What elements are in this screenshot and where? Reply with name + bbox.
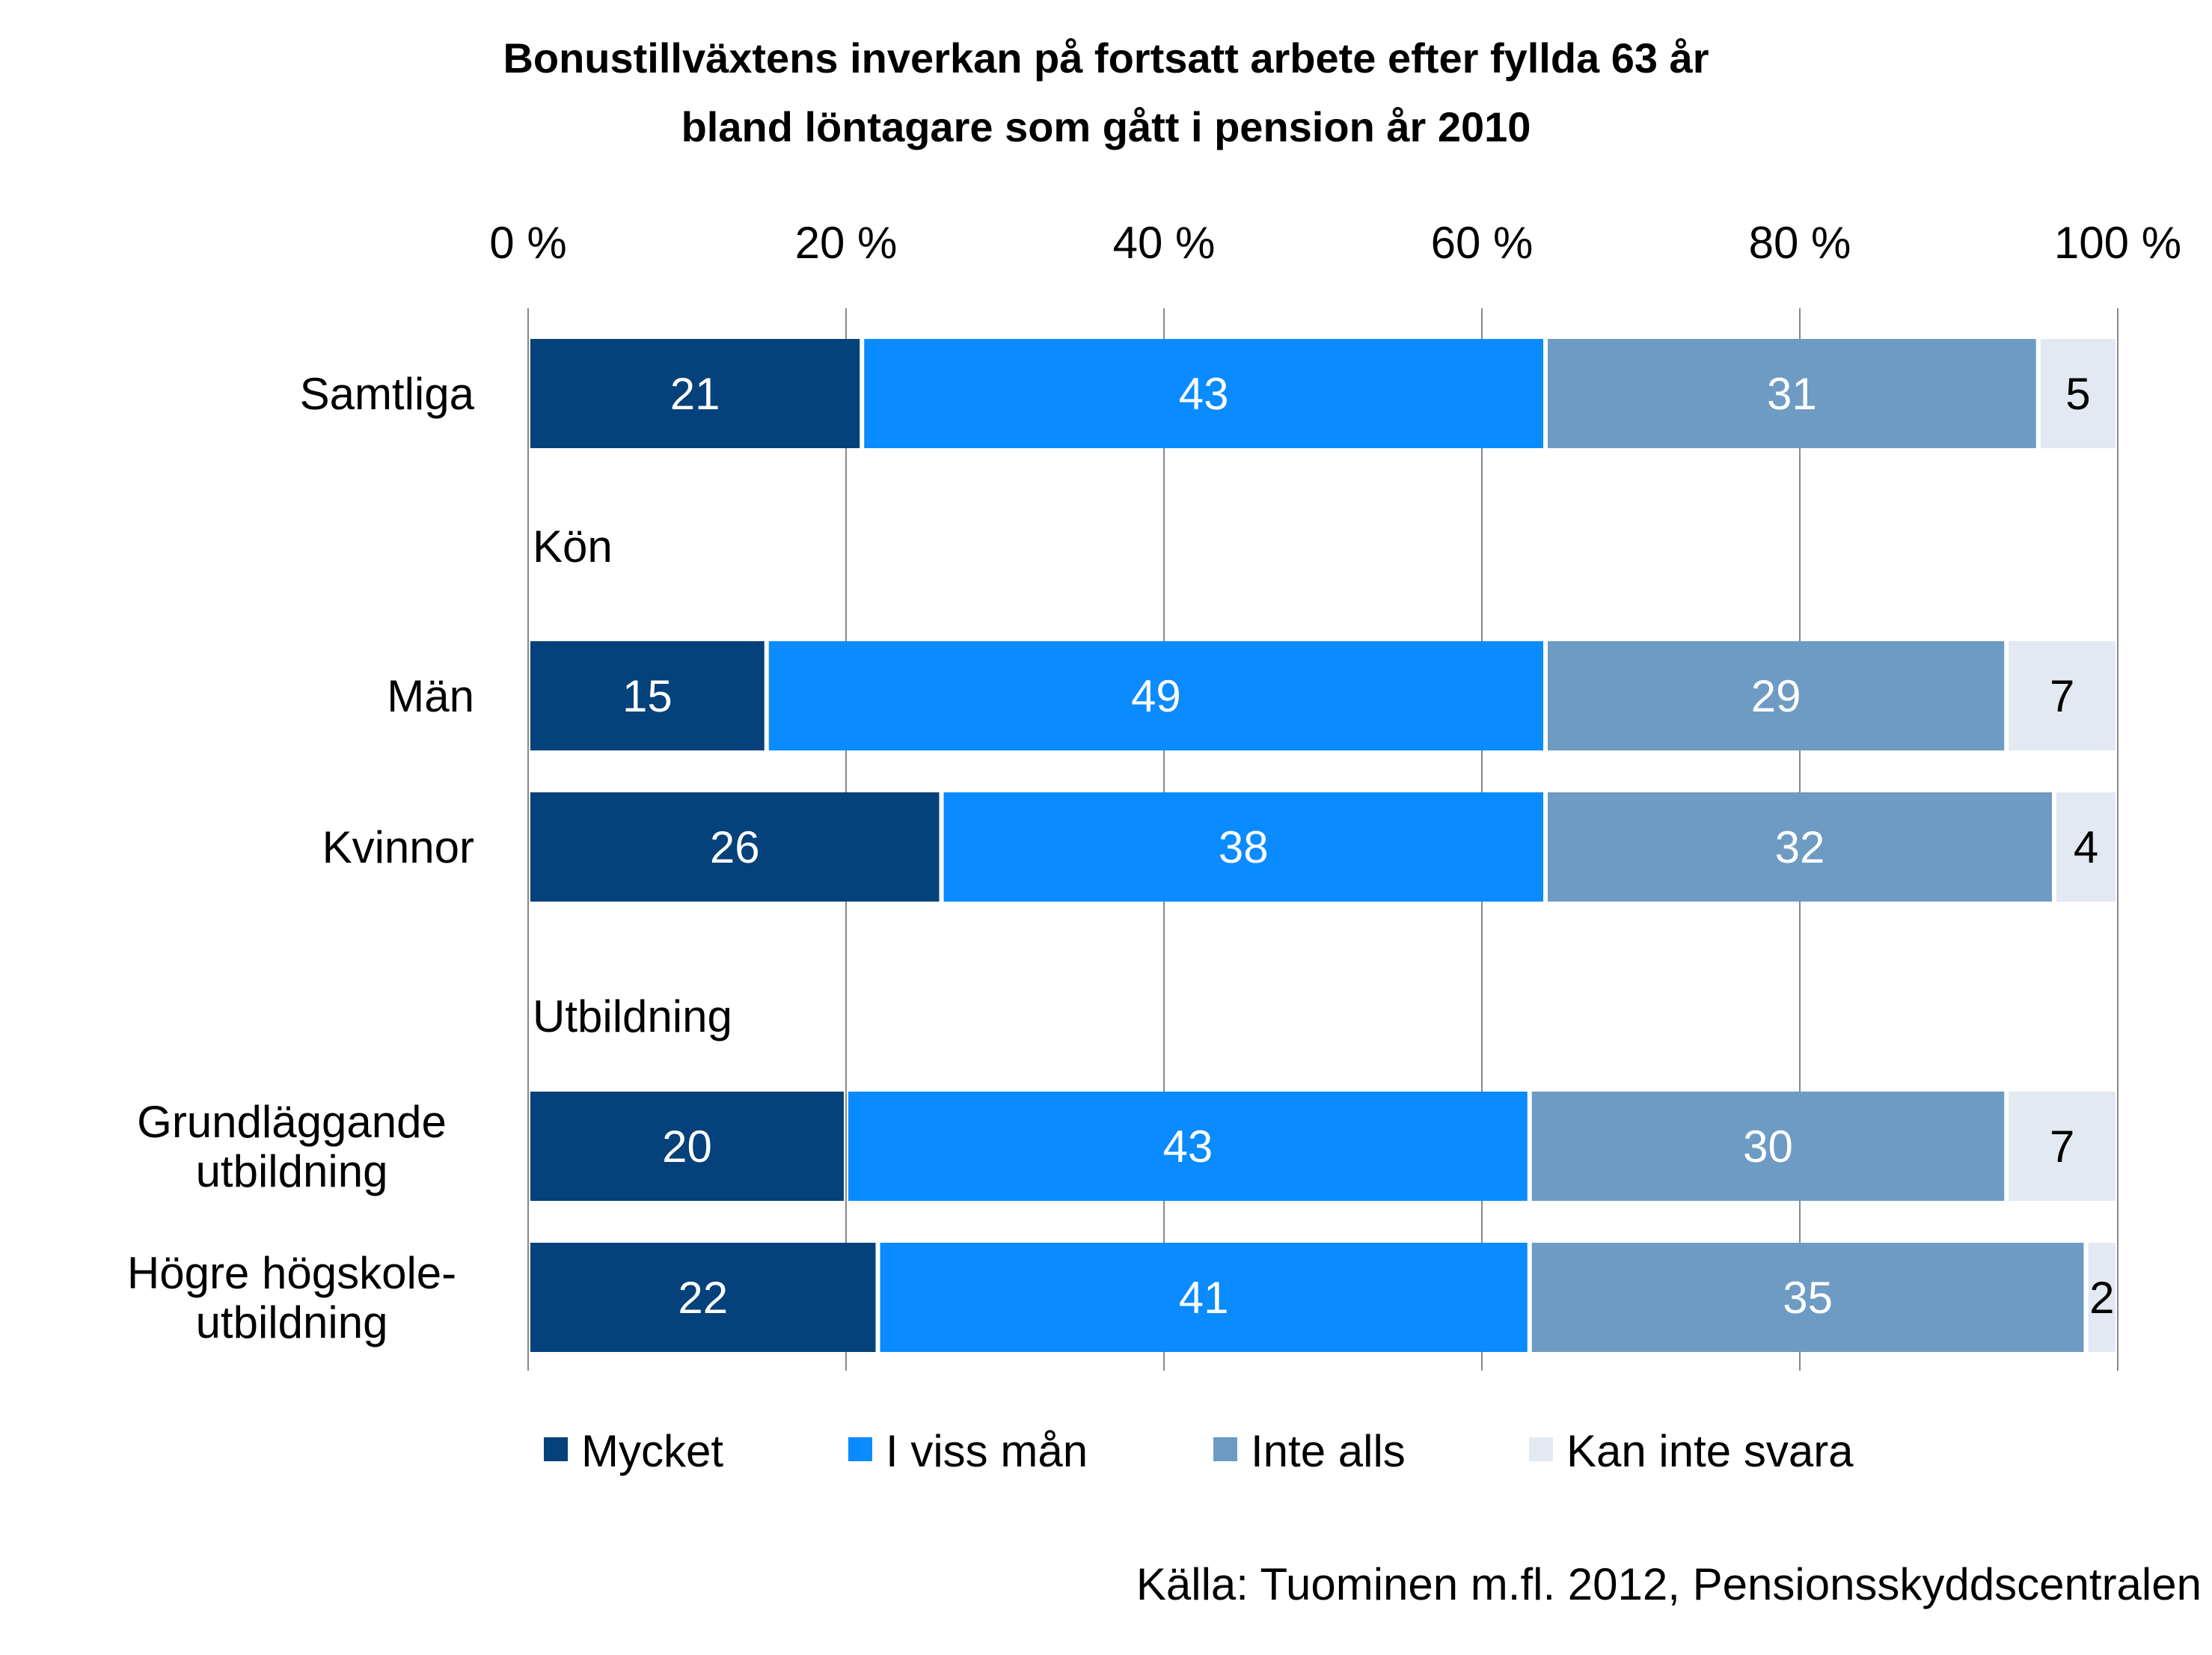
source-note: Källa: Tuominen m.fl. 2012, Pensionsskyd… (1136, 1559, 2202, 1609)
bar-segment (848, 1092, 1528, 1201)
data-label: 49 (1131, 671, 1181, 721)
data-label: 5 (2065, 369, 2090, 419)
bar-segment (530, 792, 940, 902)
data-label: 21 (670, 369, 720, 419)
legend-swatch (544, 1437, 568, 1461)
category-label: utbildning (196, 1297, 388, 1347)
data-label: 43 (1163, 1122, 1213, 1172)
legend-swatch (1529, 1437, 1553, 1461)
x-tick-label: 80 % (1749, 218, 1851, 268)
category-label: Grundläggande (137, 1097, 447, 1147)
category-label: Män (387, 671, 474, 721)
data-label: 38 (1219, 822, 1269, 872)
bar-segment (530, 1243, 876, 1352)
category-label: Högre högskole- (127, 1248, 456, 1298)
data-label: 35 (1783, 1273, 1833, 1323)
bar-segment (943, 792, 1543, 902)
data-label: 43 (1179, 369, 1229, 419)
group-label: Utbildning (533, 991, 732, 1041)
data-label: 22 (678, 1273, 728, 1323)
bar-segment (2088, 1243, 2116, 1352)
legend-swatch (1213, 1437, 1237, 1461)
bar-segment (530, 641, 765, 750)
bar-segment (1548, 792, 2052, 902)
bar-segment (2009, 1092, 2116, 1201)
data-label: 15 (622, 671, 673, 721)
data-label: 7 (2050, 1122, 2074, 1172)
legend-label: Kan inte svara (1566, 1426, 1854, 1476)
bar-segment (530, 1092, 844, 1201)
bar-segment (1548, 339, 2036, 448)
data-label: 41 (1179, 1273, 1229, 1323)
bar-segment (1548, 641, 2005, 750)
bar-segment (768, 641, 1543, 750)
bar-segment (880, 1243, 1528, 1352)
data-label: 26 (710, 822, 760, 872)
data-label: 7 (2050, 671, 2074, 721)
data-label: 20 (662, 1122, 712, 1172)
x-tick-label: 0 % (489, 218, 566, 268)
data-label: 32 (1775, 822, 1825, 872)
legend-label: I viss mån (886, 1426, 1088, 1476)
data-label: 2 (2089, 1273, 2114, 1323)
x-tick-label: 100 % (2054, 218, 2181, 268)
legend-label: Mycket (581, 1426, 723, 1476)
bar-segment (1531, 1243, 2084, 1352)
x-tick-label: 60 % (1431, 218, 1534, 268)
data-label: 31 (1767, 369, 1817, 419)
x-tick-label: 20 % (795, 218, 898, 268)
category-label: utbildning (196, 1146, 388, 1196)
legend-label: Inte alls (1251, 1426, 1406, 1476)
data-label: 30 (1743, 1122, 1793, 1172)
legend-swatch (848, 1437, 872, 1461)
chart-title-line-1: Bonustillväxtens inverkan på fortsatt ar… (503, 34, 1709, 82)
data-label: 4 (2074, 822, 2098, 872)
data-label: 29 (1751, 671, 1801, 721)
bar-segment (864, 339, 1543, 448)
x-tick-label: 40 % (1113, 218, 1216, 268)
chart-title-line-2: bland löntagare som gått i pension år 20… (681, 103, 1531, 150)
bar-segment (530, 339, 860, 448)
bar-segment (2040, 339, 2116, 448)
bar-segment (2056, 792, 2116, 902)
bar-segment (2009, 641, 2116, 750)
category-label: Samtliga (300, 369, 475, 419)
category-label: Kvinnor (322, 822, 474, 872)
bar-segment (1531, 1092, 2005, 1201)
group-label: Kön (533, 521, 613, 572)
